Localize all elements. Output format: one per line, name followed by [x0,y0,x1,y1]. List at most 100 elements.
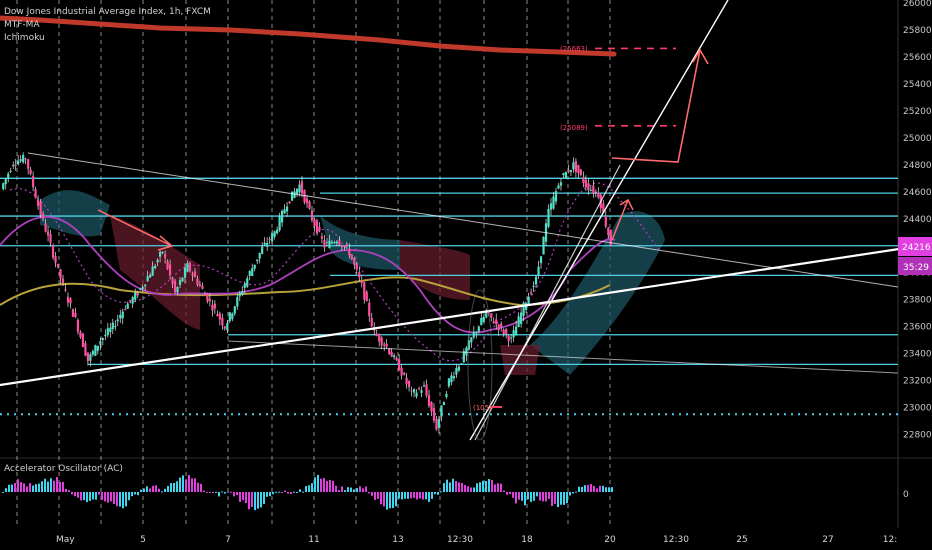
ac-bar [308,485,310,492]
candle-body [229,312,231,321]
ac-bar [584,485,586,492]
ac-bar [26,487,28,492]
candle-body [239,293,241,297]
candle-body [465,348,467,355]
candle-body [508,336,510,341]
candle-body [179,280,181,285]
ac-bar [551,492,553,506]
y-tick-label: 24400 [903,215,932,225]
candle-body [420,390,422,393]
candle-body [408,381,410,387]
ac-bar [440,491,442,492]
ac-bar [149,488,151,492]
ac-bar [248,492,250,509]
ac-bar [488,479,490,492]
candle-body [74,313,76,317]
ac-bar [431,492,433,499]
candle-body [54,256,56,263]
ac-bar [53,481,55,492]
candle-body [107,328,109,335]
candle-body [174,281,176,292]
ac-bar [449,482,451,492]
candle-body [191,274,193,276]
time-axis[interactable]: May 5 7 11 13 12:30 18 20 12:30 25 27 12: [56,535,897,545]
ac-bar [230,492,232,493]
price-axis[interactable]: 26000 25800 25600 25400 25200 25000 24800 24600… [903,0,932,441]
candle-body [425,384,427,395]
ac-bar [116,492,118,506]
ac-bar [11,485,13,492]
candle-body [234,306,236,313]
ac-bar [587,485,589,492]
candle-body [510,338,512,339]
candle-body [104,335,106,336]
candle-body [154,266,156,268]
ac-bar [80,492,82,500]
ac-bar [428,492,430,502]
ac-bar [416,492,418,500]
ac-bar [512,492,514,498]
ac-bar [23,483,25,492]
candle-body [32,176,34,187]
ac-bar [608,487,610,492]
candle-body [326,242,328,243]
candle-body [378,334,380,341]
y-tick-label: 25600 [903,53,932,63]
ac-bar [173,483,175,492]
candle-body [311,211,313,221]
candle-body [134,292,136,300]
oscillator-zero-label: 0 [903,490,909,500]
x-tick-label: 20 [604,535,616,545]
candle-body [196,278,198,285]
ac-bar [404,492,406,499]
low-marker: (105) [473,404,492,412]
candle-body [493,321,495,323]
candle-body [99,341,101,345]
candle-body [540,256,542,263]
candle-body [356,264,358,269]
ac-bar [368,492,370,493]
indicator-ichimoku[interactable]: Ichimoku [4,33,45,43]
ac-bar [530,492,532,502]
ac-bar [281,492,283,493]
ac-bar [89,492,91,501]
ac-bar [413,492,415,498]
indicator-mtf-ma[interactable]: MTF-MA [4,20,40,30]
ac-bar [455,481,457,492]
oscillator-label[interactable]: Accelerator Oscillator (AC) [4,464,123,474]
candle-body [269,239,271,240]
candle-body [15,165,17,166]
candle-body [7,174,9,178]
ac-bar [155,485,157,492]
candle-body [570,170,572,172]
ac-bar [332,481,334,492]
candle-body [423,385,425,386]
candle-body [181,278,183,282]
ac-bar [599,486,601,492]
ac-bar [236,492,238,495]
trendlines [0,0,932,440]
candle-body [321,236,323,238]
candle-body [440,405,442,416]
ac-bar [167,486,169,492]
ac-bar [572,492,574,493]
y-tick-label: 24600 [903,188,932,198]
y-tick-label: 25400 [903,80,932,90]
candle-body [323,240,325,248]
ac-bar [590,484,592,492]
ac-bar [392,492,394,508]
ac-bar [293,492,295,493]
y-tick-label: 23600 [903,323,932,333]
ac-bar [143,489,145,492]
ac-bar [419,492,421,498]
ac-bar [374,492,376,500]
ac-bar [389,492,391,508]
candle-body [231,313,233,319]
ac-bar [44,479,46,492]
ac-bar [566,492,568,503]
ac-bar [593,486,595,492]
trendline [470,0,728,440]
ac-bar [383,492,385,506]
